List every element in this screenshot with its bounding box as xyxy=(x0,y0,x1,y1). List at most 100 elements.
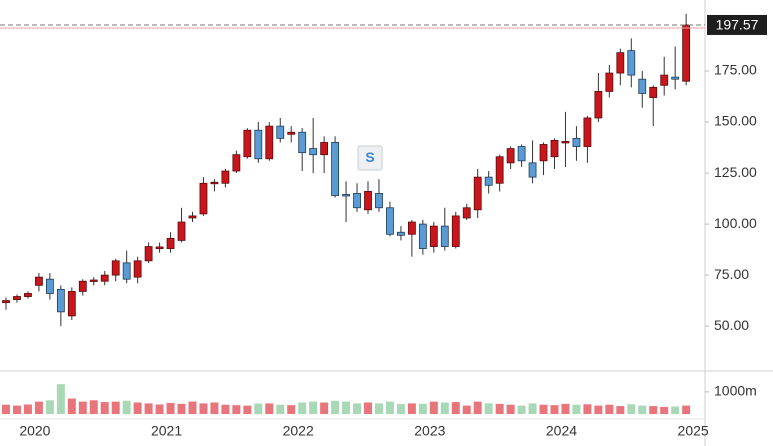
candle-body xyxy=(649,86,658,98)
volume-bar xyxy=(627,404,636,414)
candle-body xyxy=(638,78,647,94)
volume-bar xyxy=(353,403,362,414)
candle-body xyxy=(539,144,548,162)
candle-body xyxy=(517,146,526,162)
volume-bar xyxy=(243,405,252,414)
candle-body xyxy=(166,237,175,249)
volume-bar xyxy=(638,405,647,414)
candle-body xyxy=(24,293,32,297)
volume-bar xyxy=(23,404,32,414)
y-tick-label: 100.00 xyxy=(714,215,757,231)
candle-body xyxy=(78,280,87,292)
volume-bar xyxy=(528,403,537,414)
candle-body xyxy=(682,24,691,82)
y-tick-label: 75.00 xyxy=(714,266,749,282)
candle-body xyxy=(221,170,230,184)
candle-body xyxy=(583,117,592,147)
candle-body xyxy=(440,225,449,247)
candle-body xyxy=(353,193,361,209)
volume-bar xyxy=(210,402,219,414)
candle-body xyxy=(13,296,21,300)
x-tick-label: 2021 xyxy=(151,423,182,439)
candle-body xyxy=(495,156,504,184)
candle-body xyxy=(133,260,142,278)
candle-body xyxy=(45,278,54,294)
y-tick-label: 125.00 xyxy=(714,164,757,180)
volume-bar xyxy=(122,400,131,414)
volume-bar xyxy=(374,403,383,414)
volume-bar xyxy=(605,404,614,414)
candle-body xyxy=(473,176,482,211)
candle-body xyxy=(605,72,614,92)
candle-body xyxy=(484,176,493,186)
volume-bar xyxy=(484,403,493,414)
volume-bar xyxy=(34,401,43,414)
y-tick-label: 50.00 xyxy=(714,317,749,333)
volume-bar xyxy=(550,405,559,414)
candle-body xyxy=(364,191,372,211)
volume-bar xyxy=(451,402,460,414)
volume-bar xyxy=(67,398,76,414)
candle-body xyxy=(462,207,471,219)
volume-bar xyxy=(12,405,21,414)
candle-body xyxy=(671,76,680,80)
volume-bar xyxy=(133,402,142,414)
volume-bar xyxy=(331,400,340,414)
candle-body xyxy=(506,148,515,164)
x-tick-label: 2022 xyxy=(283,423,314,439)
volume-bar xyxy=(320,402,329,414)
volume-bar xyxy=(407,403,416,414)
candle-body xyxy=(407,221,416,235)
x-tick-label: 2023 xyxy=(414,423,445,439)
candle-body xyxy=(177,221,186,241)
candle-body xyxy=(342,194,350,197)
volume-bar xyxy=(309,401,318,414)
volume-bar xyxy=(254,403,263,414)
volume-bar xyxy=(495,403,504,414)
volume-bar xyxy=(287,405,296,414)
candle-body xyxy=(572,137,581,147)
volume-bar xyxy=(396,404,405,414)
volume-bar xyxy=(440,402,449,414)
volume-bar xyxy=(682,405,691,414)
candle-body xyxy=(188,215,197,219)
volume-bar xyxy=(660,406,669,414)
volume-bar xyxy=(594,405,603,414)
last-price-label: 197.57 xyxy=(716,17,759,33)
candle-body xyxy=(67,291,76,317)
candle-body xyxy=(528,162,537,178)
candle-body xyxy=(232,154,241,172)
candle-body xyxy=(199,182,208,215)
x-tick-label: 2025 xyxy=(678,423,709,439)
volume-bar xyxy=(111,401,120,414)
volume-bar xyxy=(177,403,186,414)
candle-body xyxy=(451,215,460,247)
candle-body xyxy=(35,276,43,286)
candle-body xyxy=(287,131,296,135)
volume-bar xyxy=(199,403,208,414)
marker-label: S xyxy=(365,149,374,165)
volume-bar xyxy=(649,406,658,414)
split-marker: S xyxy=(357,145,383,171)
y-tick-label: 175.00 xyxy=(714,62,757,78)
x-tick-label: 2020 xyxy=(19,423,50,439)
candle-body xyxy=(122,262,131,280)
candle-body xyxy=(309,148,318,156)
volume-bar xyxy=(561,403,570,414)
volume-bar xyxy=(583,404,592,414)
volume-bar xyxy=(473,401,482,414)
volume-bar xyxy=(429,401,438,414)
candle-body xyxy=(375,193,383,209)
volume-bar xyxy=(56,384,65,414)
candle-body xyxy=(550,140,559,158)
candle-body xyxy=(386,207,394,235)
candle-body xyxy=(331,142,340,196)
y-tick-label: 1000m xyxy=(714,383,757,399)
volume-bar xyxy=(298,402,307,414)
candle-body xyxy=(111,260,120,276)
candle-body xyxy=(320,142,329,156)
candle-body xyxy=(429,225,438,247)
volume-bar xyxy=(2,404,10,414)
candle-body xyxy=(660,74,669,86)
